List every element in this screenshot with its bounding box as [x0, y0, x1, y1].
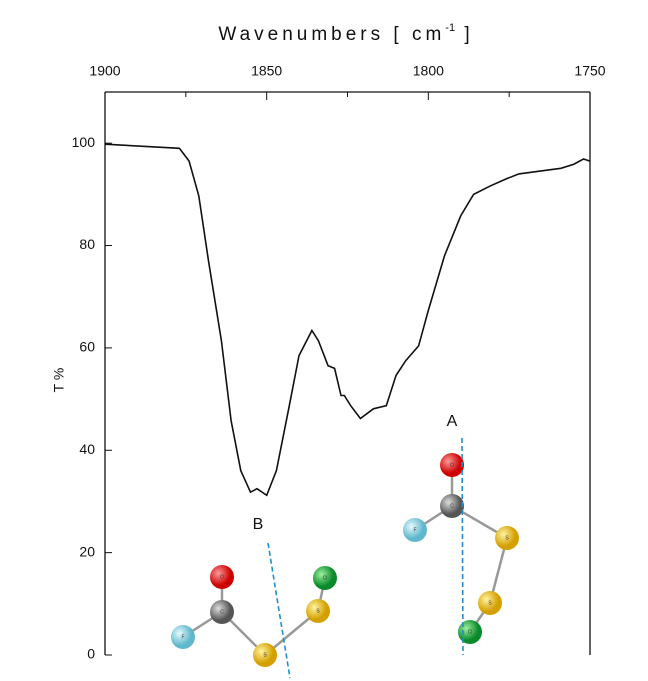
atom-label: F [181, 634, 184, 640]
y-tick-label: 100 [72, 134, 96, 150]
atom-label: F [413, 527, 416, 533]
x-axis-label: Wavenumbers [ cm-1 ] [218, 22, 473, 45]
x-tick-label: 1900 [89, 63, 120, 79]
y-tick-label: 60 [79, 339, 95, 355]
atom-label: O [220, 574, 224, 580]
atom-label: O [450, 462, 454, 468]
molecule-label: A [447, 413, 458, 430]
symmetry-line [462, 438, 463, 655]
x-label-end: ] [455, 24, 474, 45]
atom-label: Cl [468, 629, 473, 635]
atom-label: C [450, 503, 454, 509]
y-tick-label: 20 [79, 543, 95, 559]
y-tick-label: 80 [79, 236, 95, 252]
y-axis-label: T % [51, 368, 67, 393]
x-label-sup: -1 [445, 22, 455, 34]
x-tick-label: 1800 [413, 63, 444, 79]
atom-label: C [220, 609, 224, 615]
chart: Wavenumbers [ cm-1 ] T % 1900 1850 1800 175… [0, 0, 648, 681]
molecule-label: B [253, 516, 264, 533]
y-tick-label: 40 [79, 441, 95, 457]
molecule-background [160, 556, 390, 681]
atom-label: Cl [323, 575, 328, 581]
x-tick-label: 1850 [251, 63, 282, 79]
x-label-text: Wavenumbers [ cm [218, 24, 445, 45]
y-tick-label: 0 [87, 646, 95, 662]
x-tick-label: 1750 [574, 63, 605, 79]
